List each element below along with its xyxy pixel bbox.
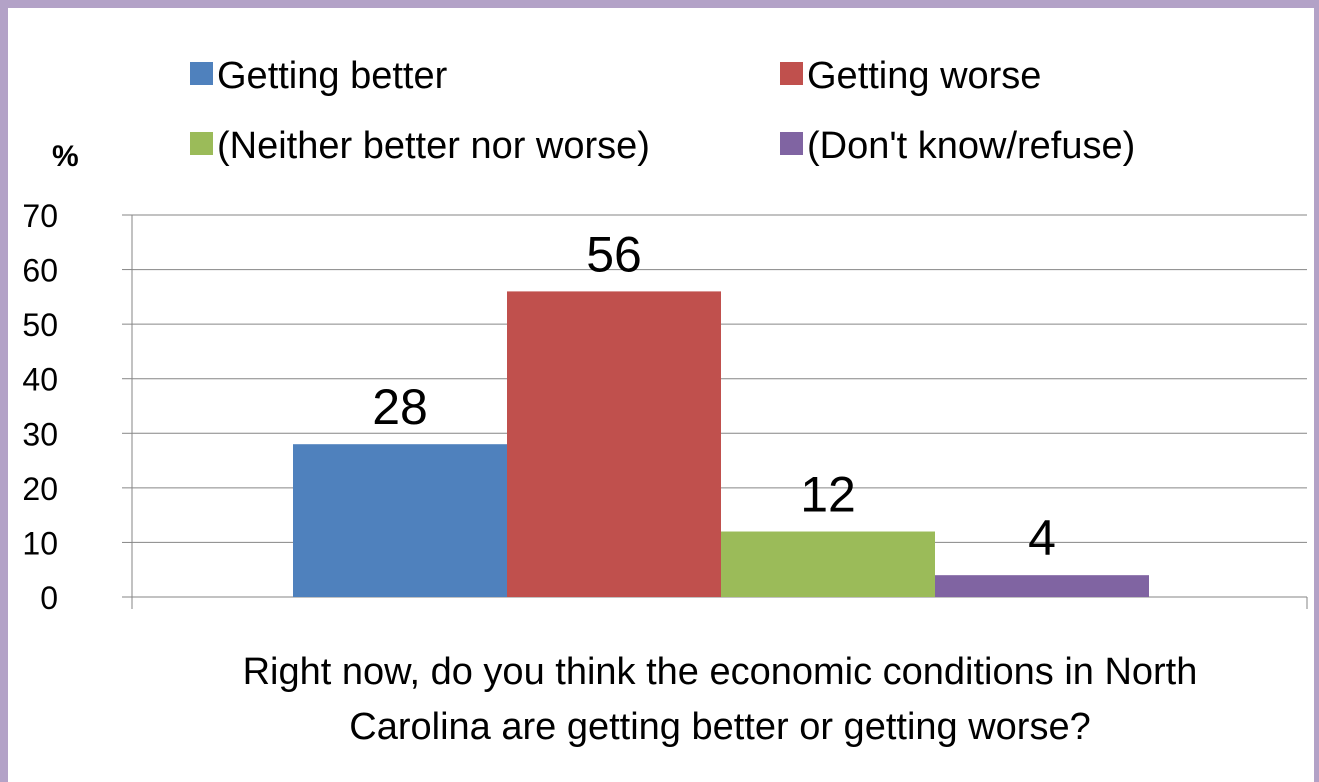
- legend: Getting better Getting worse (Neither bett…: [190, 55, 1135, 167]
- bar: [935, 575, 1149, 597]
- x-axis-label: Right now, do you think the economic con…: [130, 645, 1310, 755]
- y-tick-label: 50: [22, 307, 58, 343]
- bars: [293, 291, 1149, 597]
- y-axis-label: %: [52, 140, 79, 173]
- y-tick-label: 60: [22, 253, 58, 289]
- legend-swatch: [780, 132, 803, 155]
- legend-swatch: [190, 62, 213, 85]
- data-label: 56: [586, 226, 642, 282]
- y-tick-label: 30: [22, 416, 58, 452]
- legend-label: (Don't know/refuse): [807, 125, 1135, 167]
- legend-label: Getting better: [217, 55, 448, 97]
- bar: [721, 531, 935, 597]
- data-label: 12: [800, 467, 856, 523]
- y-tick-label: 10: [22, 525, 58, 561]
- bar: [507, 291, 721, 597]
- legend-swatch: [780, 62, 803, 85]
- data-label: 4: [1028, 510, 1056, 566]
- data-labels: 28 56 12 4: [372, 226, 1056, 566]
- y-tick-label: 40: [22, 362, 58, 398]
- data-label: 28: [372, 379, 428, 435]
- y-tick-label: 70: [22, 198, 58, 234]
- legend-label: (Neither better nor worse): [217, 125, 650, 167]
- y-tick-label: 0: [40, 580, 58, 616]
- legend-label: Getting worse: [807, 55, 1041, 97]
- x-axis-label-line-2: Carolina are getting better or getting w…: [349, 706, 1091, 748]
- y-tick-labels: 0 10 20 30 40 50 60 70: [22, 198, 58, 616]
- legend-swatch: [190, 132, 213, 155]
- x-axis-label-line-1: Right now, do you think the economic con…: [242, 651, 1198, 693]
- bar: [293, 444, 507, 597]
- y-tick-label: 20: [22, 471, 58, 507]
